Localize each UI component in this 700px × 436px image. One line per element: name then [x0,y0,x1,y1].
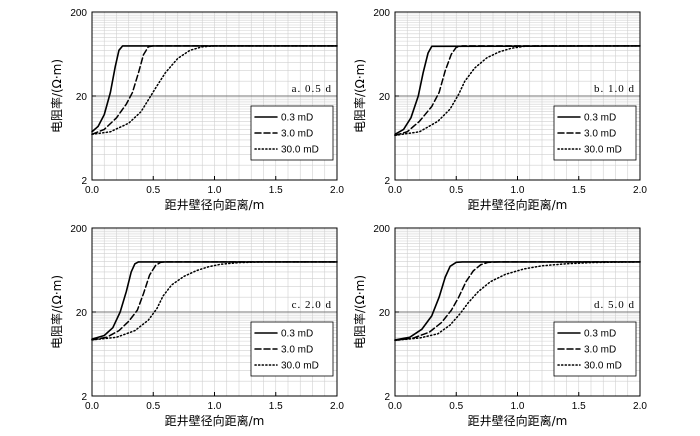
y-tick-label: 200 [373,224,390,235]
x-tick-label: 0.0 [85,401,99,412]
series-line-solid [394,261,641,341]
y-axis-title: 电阻率/(Ω·m) [49,59,64,133]
x-tick-label: 1.5 [572,401,586,412]
series-line-solid [91,261,338,340]
legend-label: 30.0 mD [281,145,319,156]
chart-panel-2: 0.0 0.5 1.0 1.5 2.0 2 20 200 距井壁径向距离/m 电阻率/(Ω·m) b… [352,8,647,212]
series-line-solid [394,45,641,136]
x-tick-label: 1.5 [269,185,283,196]
x-tick-label: 0.5 [449,185,463,196]
y-tick-label: 20 [76,92,88,103]
legend-label: 0.3 mD [281,113,313,124]
x-tick-label: 0.5 [146,401,160,412]
series-line-dashed [394,45,641,137]
x-tick-label: 2.0 [633,401,647,412]
x-tick-label: 1.5 [269,401,283,412]
y-tick-label: 200 [70,8,87,19]
series-line-dashed [394,261,641,342]
legend-label: 3.0 mD [281,345,313,356]
legend-label: 0.3 mD [584,329,616,340]
y-tick-label: 2 [81,392,87,403]
panel-annotation: c. 2.0 d [292,299,332,311]
x-tick-label: 0.5 [146,185,160,196]
series-line-dotted [91,261,338,341]
chart-panel-1: 0.0 0.5 1.0 1.5 2.0 2 20 200 距井壁径向距离/m 电阻率/(Ω·m) a… [49,8,344,212]
x-tick-label: 1.0 [208,185,222,196]
legend-label: 3.0 mD [281,129,313,140]
x-tick-label: 2.0 [330,185,344,196]
series-line-dotted [394,45,641,137]
panel-annotation: b. 1.0 d [594,83,635,95]
x-tick-label: 1.5 [572,185,586,196]
y-axis-title: 电阻率/(Ω·m) [352,59,367,133]
x-tick-label: 0.0 [388,401,402,412]
y-tick-label: 2 [81,176,87,187]
x-tick-label: 1.0 [511,185,525,196]
y-tick-label: 200 [70,224,87,235]
legend-label: 30.0 mD [281,361,319,372]
x-tick-label: 1.0 [208,401,222,412]
y-tick-label: 2 [384,176,390,187]
x-tick-label: 0.5 [449,401,463,412]
y-axis-title: 电阻率/(Ω·m) [49,275,64,349]
x-axis-title: 距井壁径向距离/m [468,197,568,212]
legend-label: 0.3 mD [584,113,616,124]
x-axis-title: 距井壁径向距离/m [165,413,265,428]
series-line-dotted [394,261,641,342]
series-line-dotted [91,45,338,136]
series-line-solid [91,45,338,133]
panel-annotation: d. 5.0 d [594,299,635,311]
chart-panel-4: 0.0 0.5 1.0 1.5 2.0 2 20 200 距井壁径向距离/m 电阻率/(Ω·m) d… [352,224,647,428]
y-tick-label: 200 [373,8,390,19]
x-tick-label: 0.0 [85,185,99,196]
x-tick-label: 2.0 [633,185,647,196]
legend-label: 3.0 mD [584,129,616,140]
x-tick-label: 2.0 [330,401,344,412]
chart-panel-3: 0.0 0.5 1.0 1.5 2.0 2 20 200 距井壁径向距离/m 电阻率/(Ω·m) c… [49,224,344,428]
y-tick-label: 20 [379,308,391,319]
series-line-dashed [91,261,338,341]
legend-label: 30.0 mD [584,145,622,156]
legend-label: 3.0 mD [584,345,616,356]
x-tick-label: 1.0 [511,401,525,412]
panel-annotation: a. 0.5 d [292,83,332,95]
x-tick-label: 0.0 [388,185,402,196]
y-tick-label: 20 [379,92,391,103]
legend-box [553,105,637,161]
legend-label: 30.0 mD [584,361,622,372]
x-axis-title: 距井壁径向距离/m [165,197,265,212]
x-axis-title: 距井壁径向距离/m [468,413,568,428]
y-tick-label: 20 [76,308,88,319]
series-line-dashed [91,45,338,136]
y-axis-title: 电阻率/(Ω·m) [352,275,367,349]
legend-label: 0.3 mD [281,329,313,340]
y-tick-label: 2 [384,392,390,403]
